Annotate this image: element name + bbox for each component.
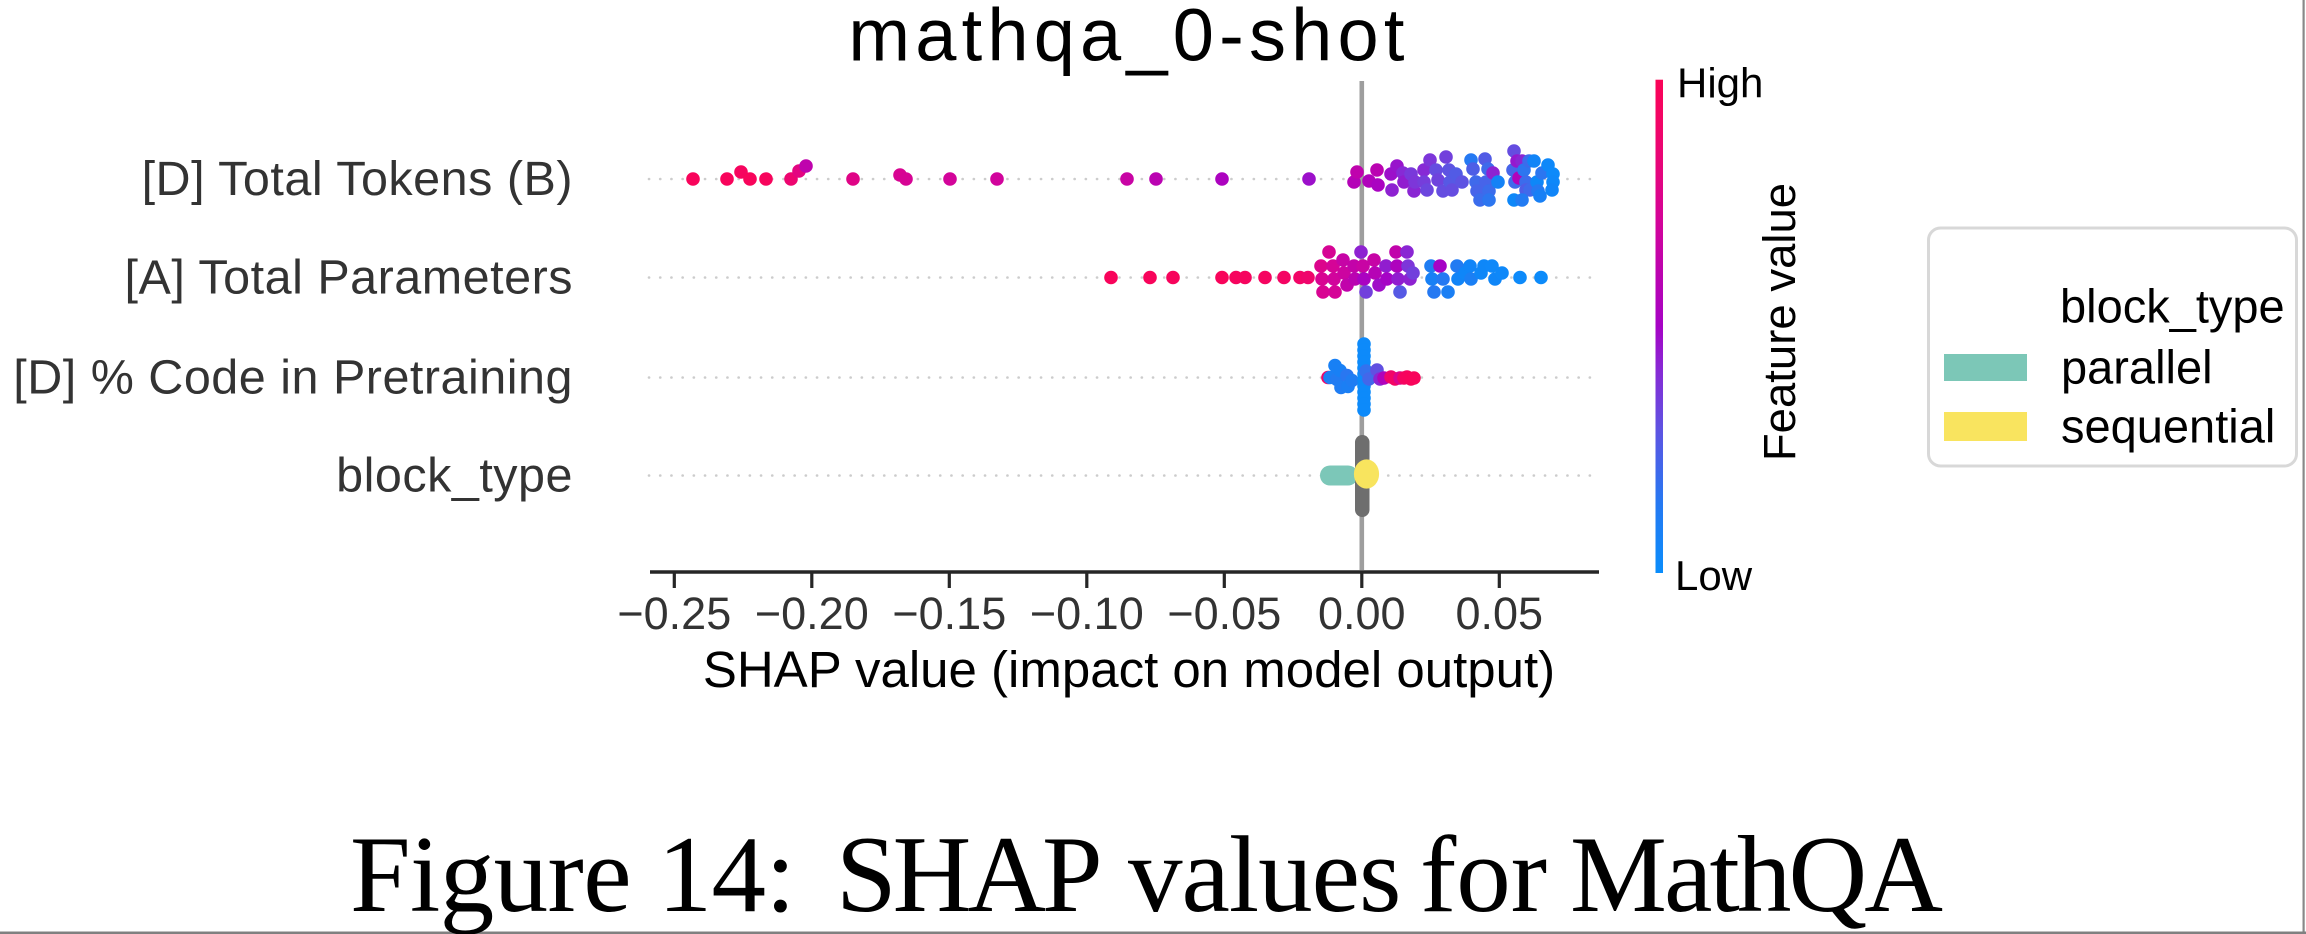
svg-text:−0.10: −0.10: [1030, 588, 1144, 639]
svg-text:Feature value: Feature value: [1754, 183, 1805, 461]
svg-text:block_type: block_type: [2060, 280, 2285, 333]
svg-text:−0.15: −0.15: [892, 588, 1006, 639]
svg-text:[D] % Code in Pretraining: [D] % Code in Pretraining: [13, 351, 573, 405]
svg-text:for: for: [1420, 814, 1547, 934]
svg-text:block_type: block_type: [336, 449, 573, 503]
svg-text:−0.20: −0.20: [755, 588, 869, 639]
svg-text:MathQA: MathQA: [1570, 814, 1942, 934]
svg-text:[D] Total Tokens (B): [D] Total Tokens (B): [142, 152, 573, 206]
svg-text:parallel: parallel: [2061, 341, 2213, 394]
svg-text:−0.25: −0.25: [617, 588, 731, 639]
svg-text:Figure 14:: Figure 14:: [350, 814, 795, 934]
svg-text:sequential: sequential: [2061, 400, 2275, 453]
svg-text:0.00: 0.00: [1318, 588, 1406, 639]
svg-text:−0.05: −0.05: [1167, 588, 1281, 639]
svg-text:Low: Low: [1675, 552, 1753, 599]
svg-text:values: values: [1128, 814, 1400, 934]
svg-text:SHAP value (impact on model ou: SHAP value (impact on model output): [703, 641, 1555, 698]
svg-text:[A] Total Parameters: [A] Total Parameters: [125, 251, 574, 305]
svg-text:High: High: [1677, 60, 1763, 107]
svg-text:SHAP: SHAP: [836, 814, 1099, 934]
svg-text:0.05: 0.05: [1456, 588, 1544, 639]
svg-text:mathqa_0-shot: mathqa_0-shot: [848, 0, 1409, 77]
